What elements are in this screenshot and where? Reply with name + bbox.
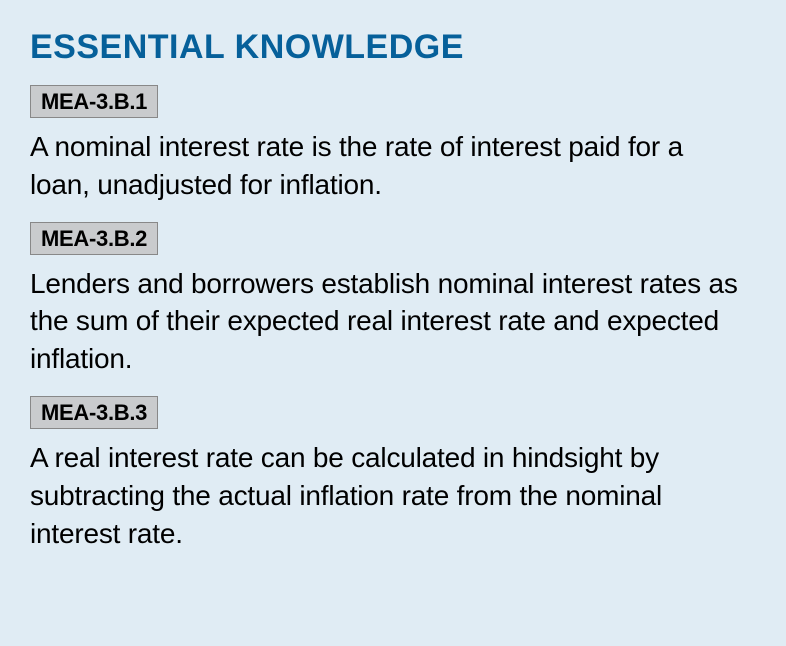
item-code-badge: MEA-3.B.1 (30, 85, 158, 118)
item-description: Lenders and borrowers establish nominal … (30, 265, 750, 378)
item-code-badge: MEA-3.B.2 (30, 222, 158, 255)
knowledge-item: MEA-3.B.2 Lenders and borrowers establis… (30, 222, 756, 378)
section-title: ESSENTIAL KNOWLEDGE (30, 28, 756, 67)
knowledge-item: MEA-3.B.1 A nominal interest rate is the… (30, 85, 756, 204)
knowledge-item: MEA-3.B.3 A real interest rate can be ca… (30, 396, 756, 552)
item-code-badge: MEA-3.B.3 (30, 396, 158, 429)
item-description: A real interest rate can be calculated i… (30, 439, 750, 552)
item-description: A nominal interest rate is the rate of i… (30, 128, 750, 204)
